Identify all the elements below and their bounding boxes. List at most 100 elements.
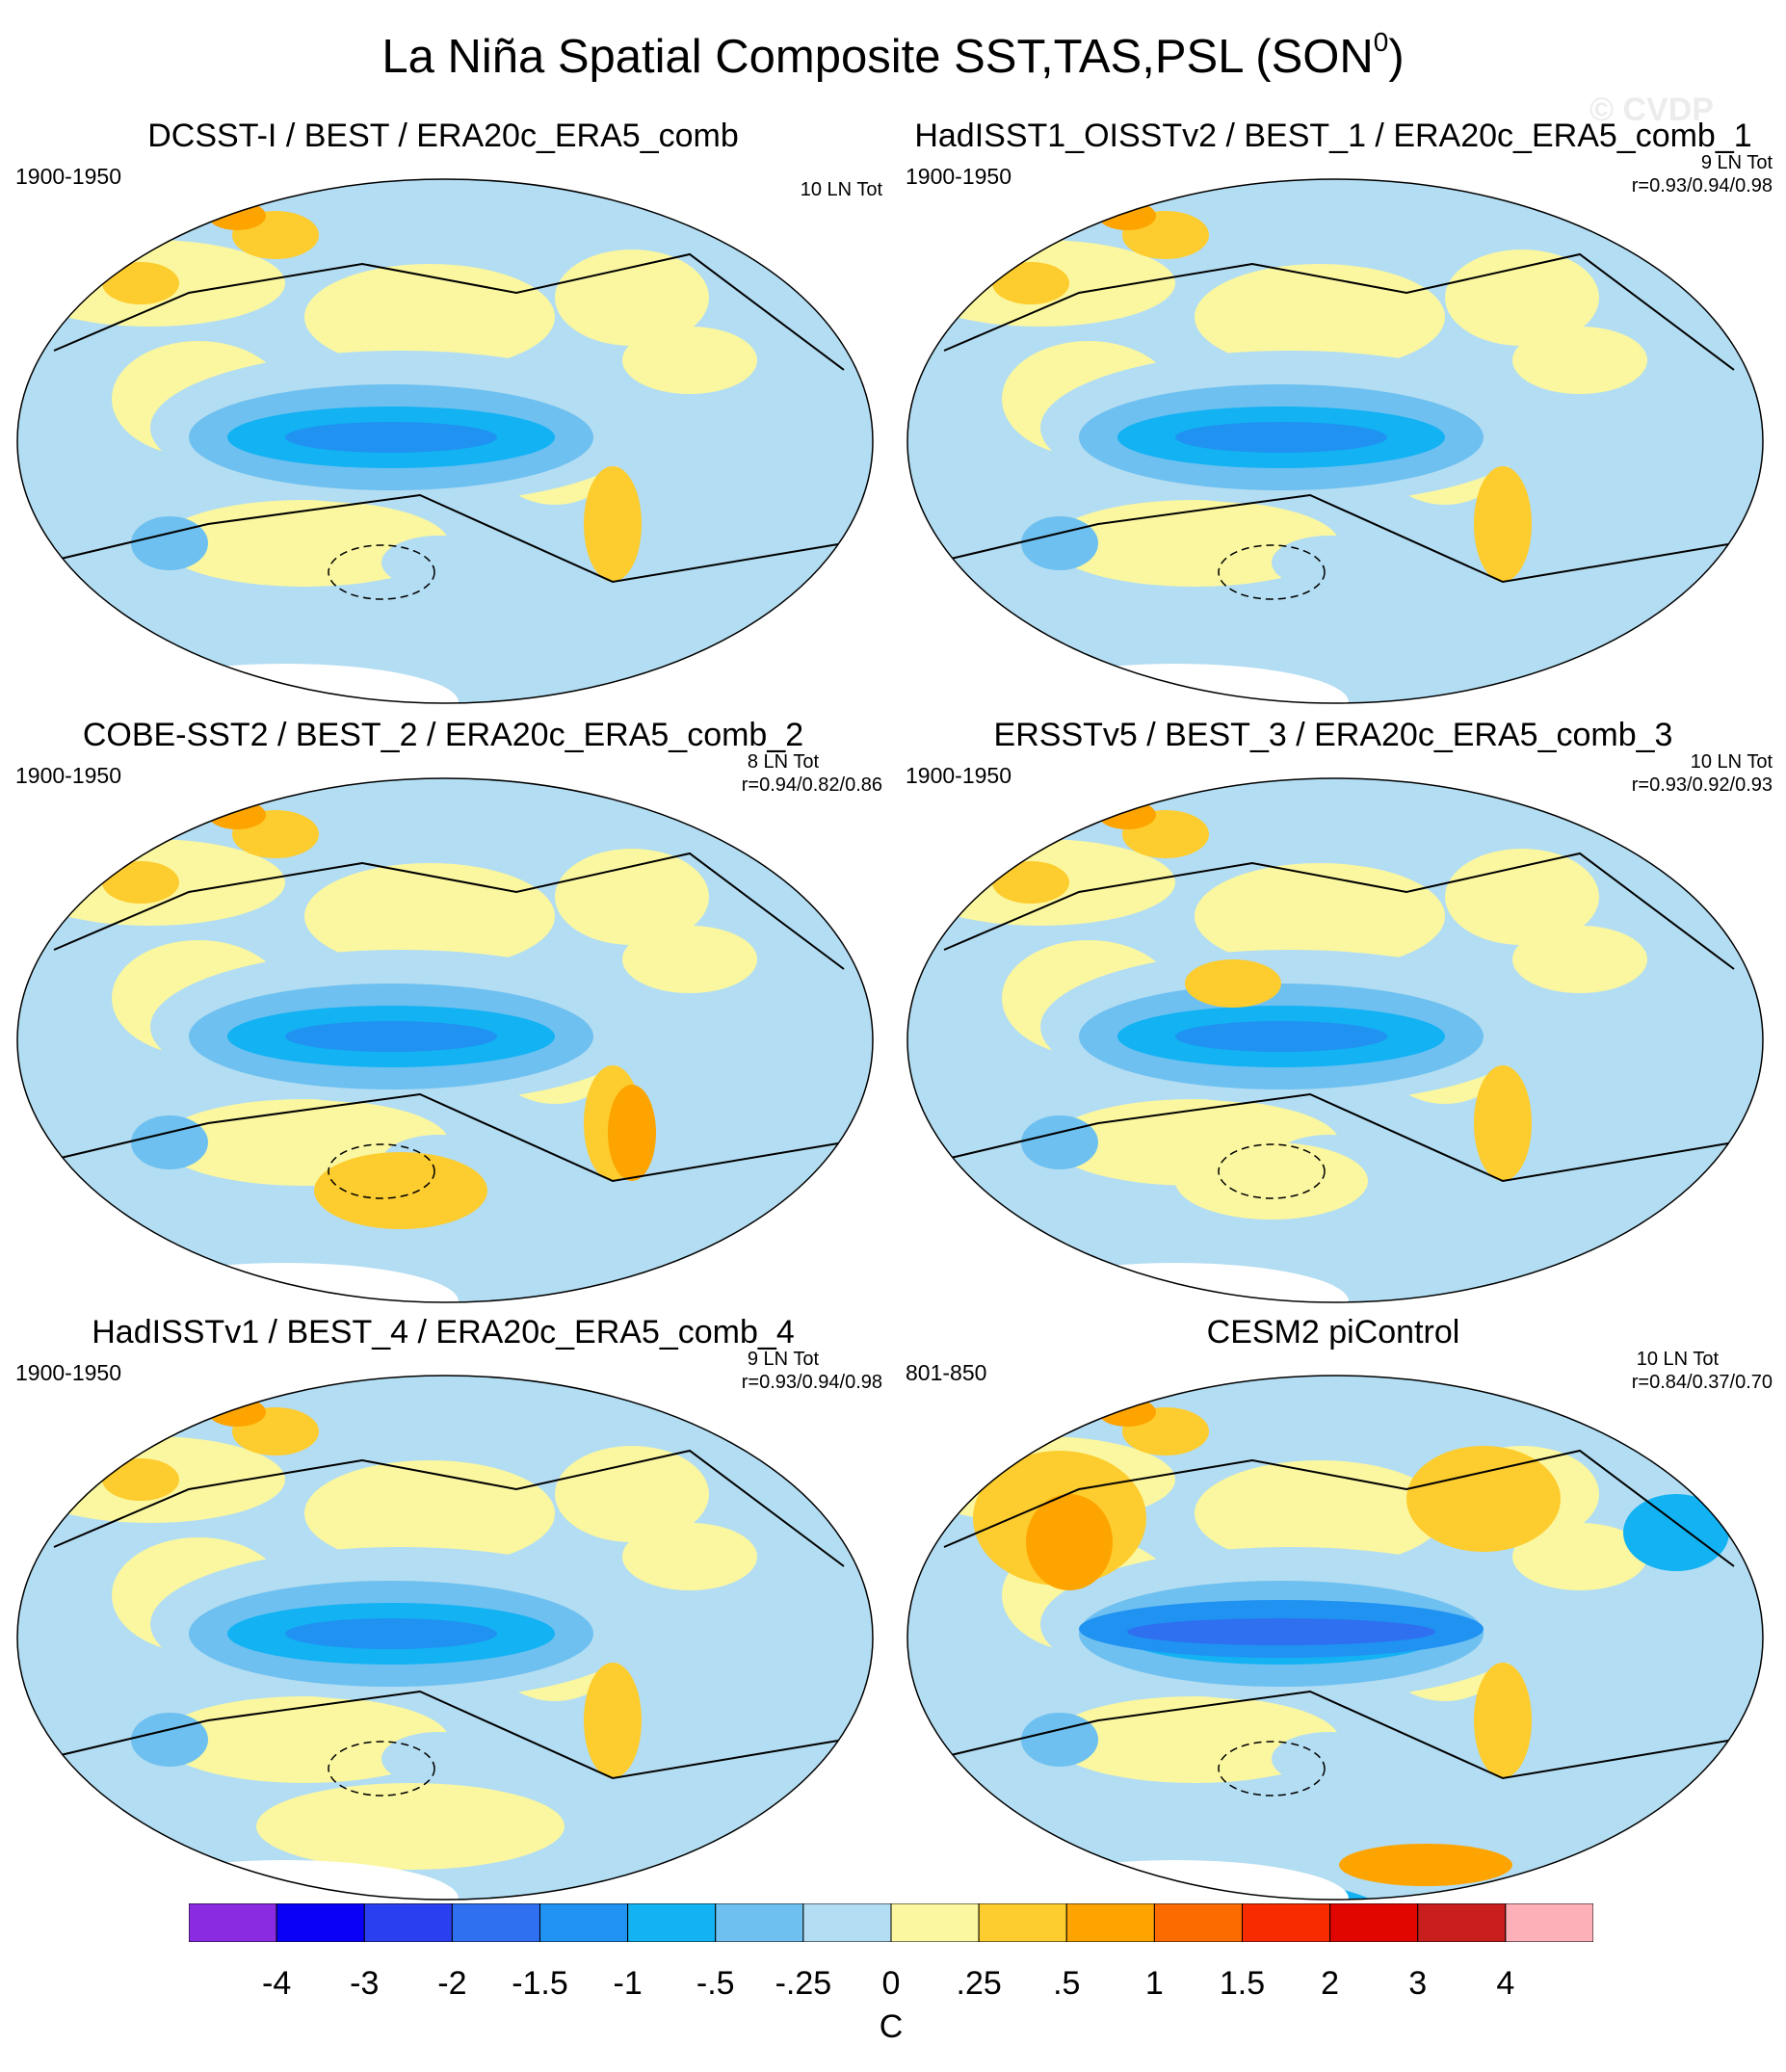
anomaly-region bbox=[1512, 1523, 1647, 1590]
anomaly-region bbox=[622, 327, 757, 394]
map-panel-3: COBE-SST2 / BEST_2 / ERA20c_ERA5_comb_2 … bbox=[0, 717, 882, 1314]
colorbar-tick-label: .25 bbox=[956, 1965, 1002, 2002]
colorbar-box bbox=[627, 1903, 717, 1942]
map-field bbox=[907, 1376, 1763, 1900]
anomaly-region bbox=[131, 1713, 208, 1767]
map-panel-2: HadISST1_OISSTv2 / BEST_1 / ERA20c_ERA5_… bbox=[890, 118, 1773, 715]
colorbar-tick-label: 1.5 bbox=[1219, 1965, 1266, 2002]
colorbar-box bbox=[715, 1903, 804, 1942]
psl-contour bbox=[53, 252, 845, 371]
anomaly-region bbox=[1185, 959, 1281, 1008]
colorbar-box bbox=[451, 1903, 540, 1942]
map-panel-6: CESM2 piControl 801-850 10 LN Tot r=0.84… bbox=[890, 1314, 1773, 1911]
anomaly-region bbox=[992, 861, 1069, 904]
panel-period: 1900-1950 bbox=[906, 763, 1011, 788]
anomaly-region bbox=[1272, 536, 1387, 590]
anomaly-region bbox=[1021, 1713, 1098, 1767]
colorbar-tick-label: -3 bbox=[350, 1965, 380, 2002]
map-panel-4: ERSSTv5 / BEST_3 / ERA20c_ERA5_comb_3 19… bbox=[890, 717, 1773, 1314]
map-outline bbox=[906, 777, 1764, 1303]
colorbar-box bbox=[1417, 1903, 1507, 1942]
panel-title: HadISSTv1 / BEST_4 / ERA20c_ERA5_comb_4 bbox=[92, 1314, 795, 1351]
panel-title: DCSST-I / BEST / ERA20c_ERA5_comb bbox=[147, 118, 739, 154]
panel-period: 1900-1950 bbox=[906, 164, 1011, 189]
map-plot bbox=[906, 777, 1764, 1303]
anomaly-region bbox=[1175, 1021, 1387, 1052]
anomaly-region bbox=[1339, 1844, 1512, 1886]
colorbar-tick-label: 2 bbox=[1321, 1965, 1340, 2002]
colorbar-box bbox=[890, 1903, 980, 1942]
anomaly-region bbox=[314, 1152, 487, 1229]
anomaly-region bbox=[1195, 264, 1445, 370]
psl-contour-negative bbox=[328, 544, 435, 600]
anomaly-region bbox=[1021, 516, 1098, 570]
panel-title: ERSSTv5 / BEST_3 / ERA20c_ERA5_comb_3 bbox=[993, 717, 1673, 753]
anomaly-region bbox=[1021, 1115, 1098, 1169]
panel-correlation: r=0.93/0.94/0.98 bbox=[1631, 175, 1773, 197]
map-field bbox=[907, 778, 1763, 1302]
anomaly-region bbox=[1127, 1618, 1435, 1645]
map-plot bbox=[16, 1375, 874, 1901]
panel-correlation: r=0.84/0.37/0.70 bbox=[1631, 1372, 1773, 1393]
psl-contour-negative bbox=[328, 1143, 435, 1199]
panel-period: 801-850 bbox=[906, 1360, 987, 1385]
colorbar-box bbox=[539, 1903, 629, 1942]
anomaly-region bbox=[1195, 863, 1445, 969]
map-field bbox=[907, 179, 1763, 703]
colorbar-tick-label: -1 bbox=[613, 1965, 643, 2002]
colorbar-tick-label: -1.5 bbox=[512, 1965, 568, 2002]
psl-contour bbox=[943, 252, 1735, 371]
psl-contour-negative bbox=[1218, 1741, 1326, 1797]
psl-contour bbox=[943, 852, 1735, 970]
anomaly-region bbox=[954, 1395, 1031, 1429]
panel-period: 1900-1950 bbox=[15, 1360, 121, 1385]
anomaly-region bbox=[304, 264, 555, 370]
anomaly-region bbox=[285, 1618, 497, 1649]
colorbar-box bbox=[1153, 1903, 1243, 1942]
map-field bbox=[17, 778, 873, 1302]
map-outline bbox=[16, 1375, 874, 1901]
colorbar-box bbox=[978, 1903, 1067, 1942]
anomaly-region bbox=[555, 849, 709, 945]
anomaly-region bbox=[954, 198, 1031, 233]
panel-count: 9 LN Tot bbox=[747, 1349, 819, 1370]
psl-contour-negative bbox=[1218, 544, 1326, 600]
anomaly-region bbox=[1512, 327, 1647, 394]
anomaly-region bbox=[954, 798, 1031, 832]
map-outline bbox=[906, 178, 1764, 704]
anomaly-region bbox=[64, 198, 141, 233]
colorbar-box bbox=[276, 1903, 365, 1942]
colorbar-tick-label: .5 bbox=[1053, 1965, 1081, 2002]
anomaly-region bbox=[1445, 249, 1599, 346]
colorbar-units: C bbox=[879, 2008, 904, 2045]
panel-title: CESM2 piControl bbox=[1206, 1314, 1460, 1351]
panel-title: HadISST1_OISSTv2 / BEST_1 / ERA20c_ERA5_… bbox=[914, 118, 1752, 154]
map-plot bbox=[906, 178, 1764, 704]
map-plot bbox=[906, 1375, 1764, 1901]
anomaly-region bbox=[102, 861, 179, 904]
map-outline bbox=[16, 178, 874, 704]
colorbar bbox=[189, 1903, 1593, 1942]
anomaly-region bbox=[1474, 1663, 1532, 1778]
map-field bbox=[17, 1376, 873, 1900]
colorbar-tick-label: -2 bbox=[437, 1965, 467, 2002]
anomaly-region bbox=[1623, 1494, 1729, 1571]
colorbar-box bbox=[1505, 1903, 1593, 1942]
psl-contour bbox=[43, 1690, 845, 1780]
anomaly-region bbox=[1406, 1446, 1561, 1552]
panel-count: 10 LN Tot bbox=[1690, 751, 1773, 773]
anomaly-region bbox=[304, 1460, 555, 1566]
psl-contour bbox=[933, 493, 1735, 584]
anomaly-region bbox=[1445, 849, 1599, 945]
panel-correlation: r=0.94/0.82/0.86 bbox=[741, 774, 882, 796]
anomaly-region bbox=[584, 1663, 642, 1778]
map-field bbox=[17, 179, 873, 703]
map-panel-5: HadISSTv1 / BEST_4 / ERA20c_ERA5_comb_4 … bbox=[0, 1314, 882, 1911]
colorbar-tick-label: -.25 bbox=[775, 1965, 832, 2002]
anomaly-region bbox=[1175, 422, 1387, 453]
psl-contour bbox=[43, 1092, 845, 1183]
panel-correlation: r=0.93/0.92/0.93 bbox=[1631, 774, 1773, 796]
map-plot bbox=[16, 178, 874, 704]
psl-contour bbox=[933, 1092, 1735, 1183]
colorbar-tick-label: 4 bbox=[1496, 1965, 1515, 2002]
